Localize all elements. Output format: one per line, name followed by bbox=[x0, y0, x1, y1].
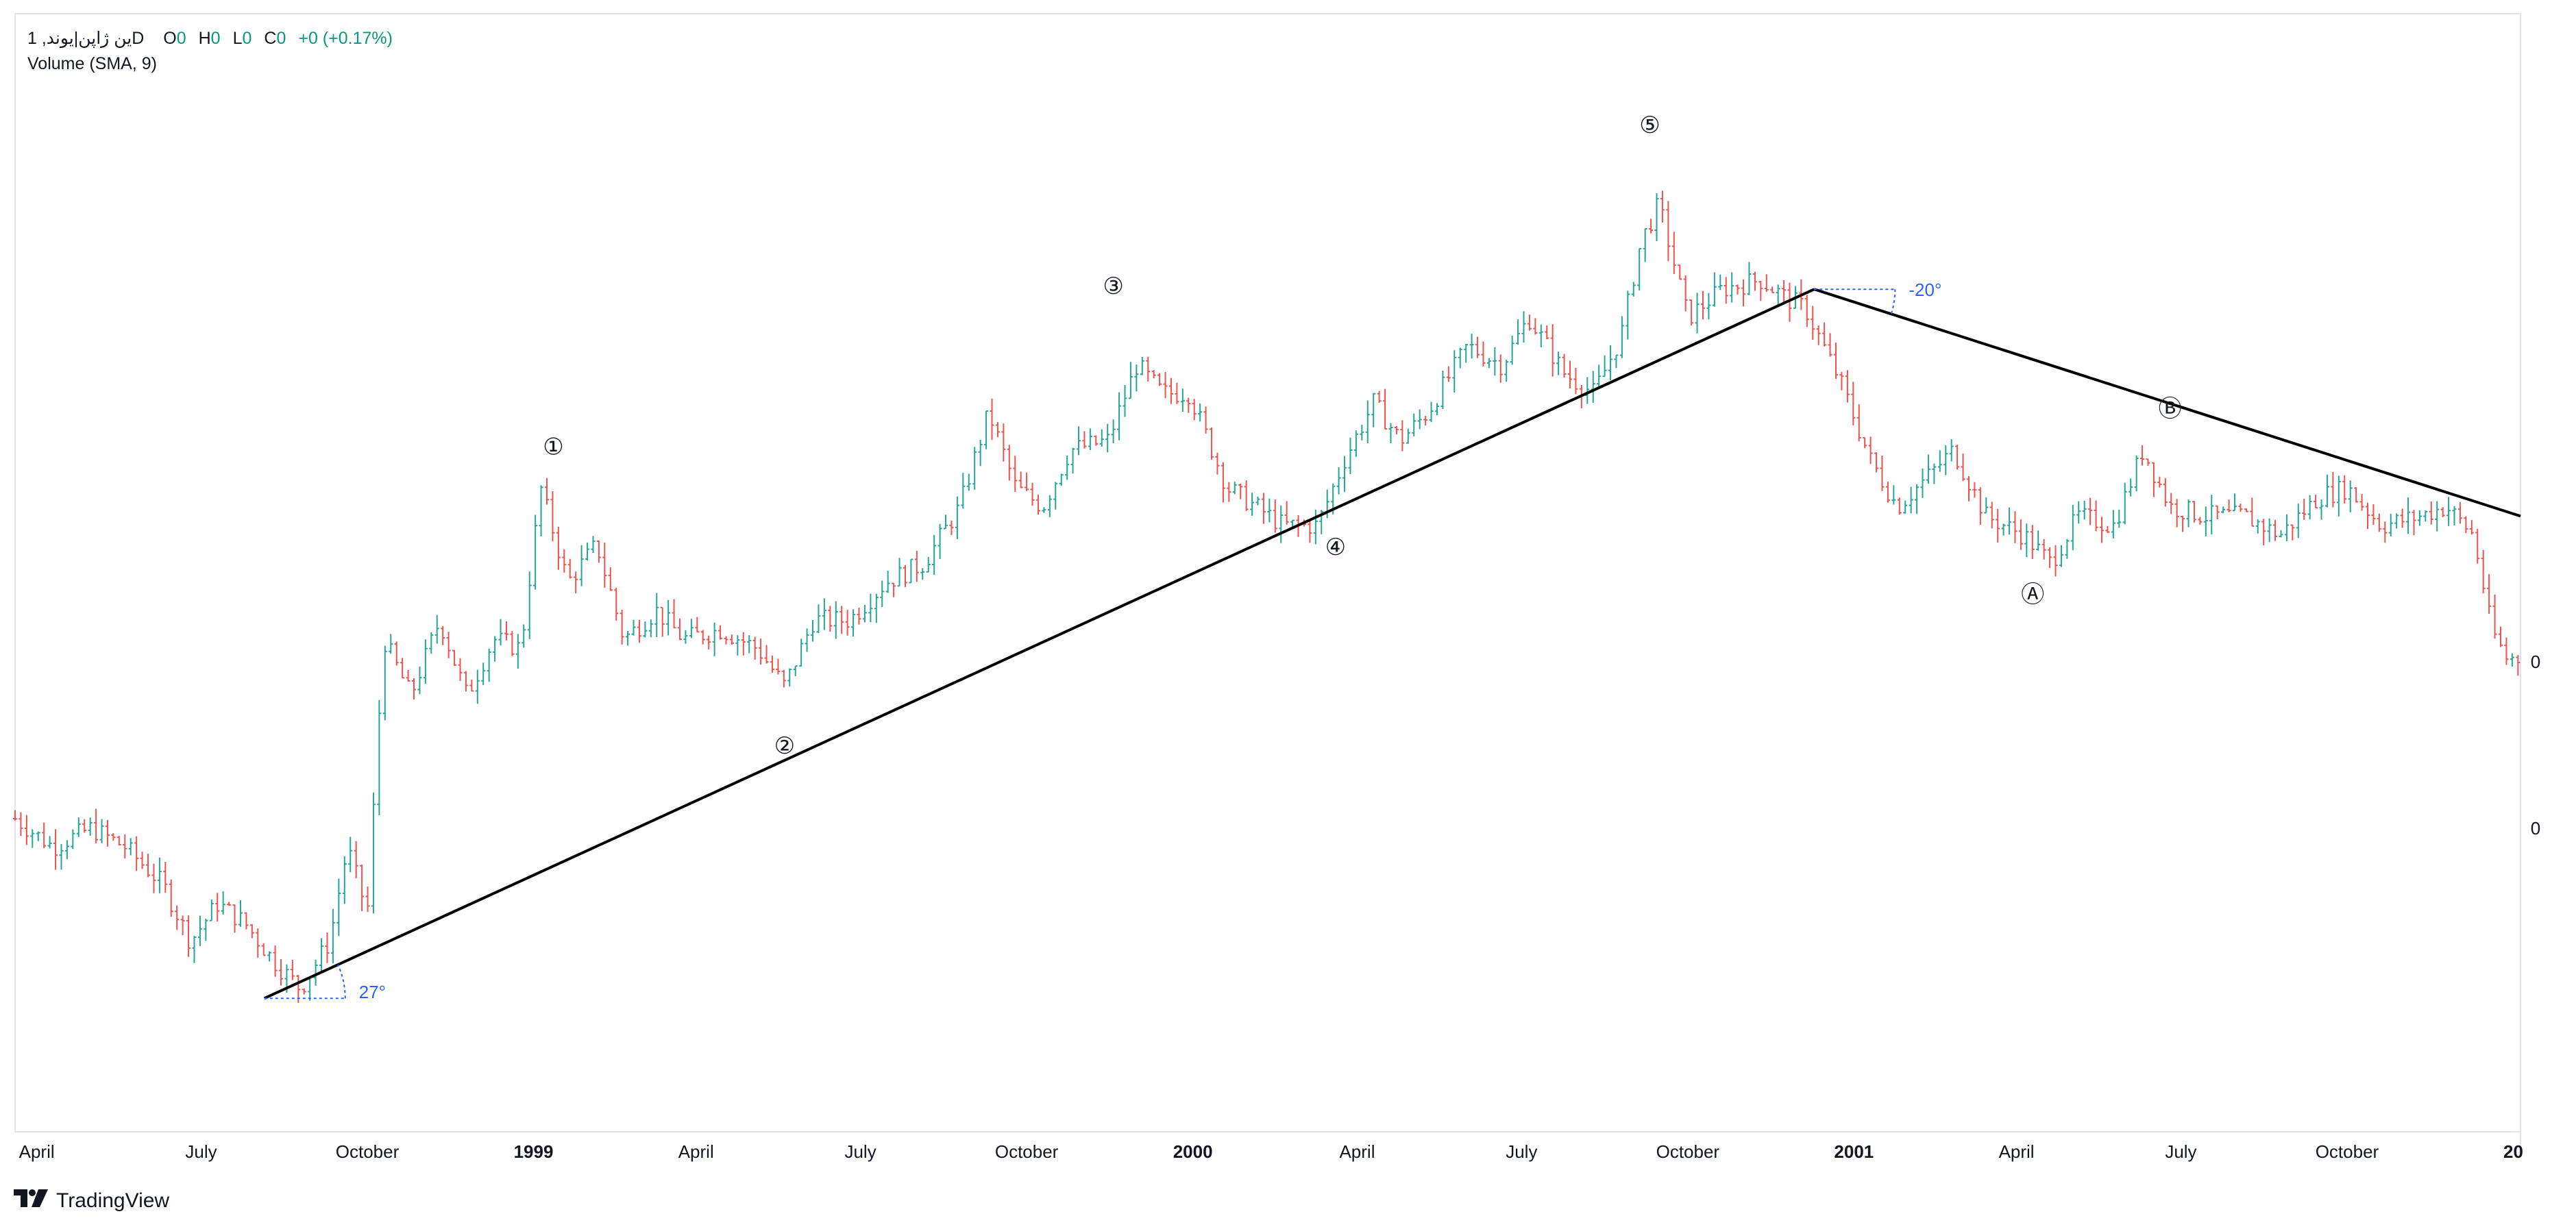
time-axis-tick-label: October bbox=[2316, 1141, 2379, 1162]
time-axis-tick-label: July bbox=[1506, 1141, 1537, 1162]
wave-label: ⑤ bbox=[1639, 112, 1660, 139]
wave-label: ④ bbox=[1325, 534, 1346, 561]
time-axis-tick-label: April bbox=[1339, 1141, 1375, 1162]
time-axis-tick-label: October bbox=[1656, 1141, 1720, 1162]
open-label: O bbox=[163, 29, 177, 48]
volume-legend-row[interactable]: Volume (SMA, 9) bbox=[27, 51, 393, 77]
brand-name: TradingView bbox=[56, 1189, 170, 1212]
symbol-title[interactable]: 1 ,ین ژاپن|یوندD bbox=[27, 29, 145, 48]
volume-axis-label: 0 bbox=[2531, 818, 2540, 839]
angle-markers: 27° -20° bbox=[264, 280, 1941, 1002]
trendline-1[interactable] bbox=[263, 288, 1815, 1000]
time-axis-tick-label: 2001 bbox=[1834, 1141, 1874, 1162]
pane-frame bbox=[14, 13, 2521, 1132]
chart-pane-border bbox=[14, 13, 2521, 1152]
wave-label: ① bbox=[543, 433, 563, 460]
wave-label: Ⓐ bbox=[2021, 581, 2044, 608]
angle-label: -20° bbox=[1909, 280, 1941, 300]
angle-arc bbox=[1890, 289, 1896, 314]
high-label: H bbox=[198, 29, 211, 48]
wave-label: Ⓑ bbox=[2159, 395, 2182, 423]
low-label: L bbox=[232, 29, 243, 48]
ohlc-legend-row[interactable]: 1 ,ین ژاپن|یوندD O 0 H 0 L 0 C 0 +0 (+0.… bbox=[27, 26, 393, 51]
price-axis[interactable]: 0 0 bbox=[2531, 652, 2540, 839]
wave-label: ② bbox=[774, 732, 795, 760]
close-value: 0 bbox=[276, 29, 286, 48]
time-axis-tick-label: April bbox=[19, 1141, 55, 1162]
time-axis-tick-label: April bbox=[1999, 1141, 2035, 1162]
time-axis-tick-label: 2000 bbox=[1173, 1141, 1213, 1162]
time-axis-tick-label: July bbox=[185, 1141, 217, 1162]
chart-legend: 1 ,ین ژاپن|یوندD O 0 H 0 L 0 C 0 +0 (+0.… bbox=[27, 26, 393, 77]
tradingview-brand[interactable]: TradingView bbox=[14, 1189, 169, 1213]
change-value: +0 (+0.17%) bbox=[298, 29, 393, 48]
trendline-group[interactable] bbox=[263, 288, 2521, 1000]
wave-labels: ① ② ③ ④ ⑤ Ⓐ Ⓑ bbox=[543, 112, 2181, 760]
tradingview-logo-icon bbox=[14, 1189, 49, 1213]
time-axis-tick-label: April bbox=[678, 1141, 714, 1162]
angle-label: 27° bbox=[359, 982, 386, 1002]
time-axis-tick-label: 20 bbox=[2503, 1141, 2523, 1162]
time-axis-tick-label: July bbox=[844, 1141, 876, 1162]
trendline-2[interactable] bbox=[1813, 288, 2521, 518]
price-series bbox=[13, 190, 2520, 1003]
time-axis-tick-label: July bbox=[2165, 1141, 2196, 1162]
close-label: C bbox=[264, 29, 277, 48]
wave-label: ③ bbox=[1103, 273, 1123, 300]
time-axis[interactable]: April July October 1999 April July October 2000… bbox=[19, 1141, 2523, 1162]
high-value: 0 bbox=[210, 29, 221, 48]
volume-indicator-title[interactable]: Volume (SMA, 9) bbox=[27, 54, 157, 73]
angle-arc bbox=[337, 964, 346, 999]
price-axis-label: 0 bbox=[2531, 652, 2540, 672]
time-axis-tick-label: October bbox=[995, 1141, 1059, 1162]
time-axis-tick-label: 1999 bbox=[514, 1141, 554, 1162]
time-axis-tick-label: October bbox=[336, 1141, 400, 1162]
low-value: 0 bbox=[242, 29, 252, 48]
open-value: 0 bbox=[176, 29, 186, 48]
